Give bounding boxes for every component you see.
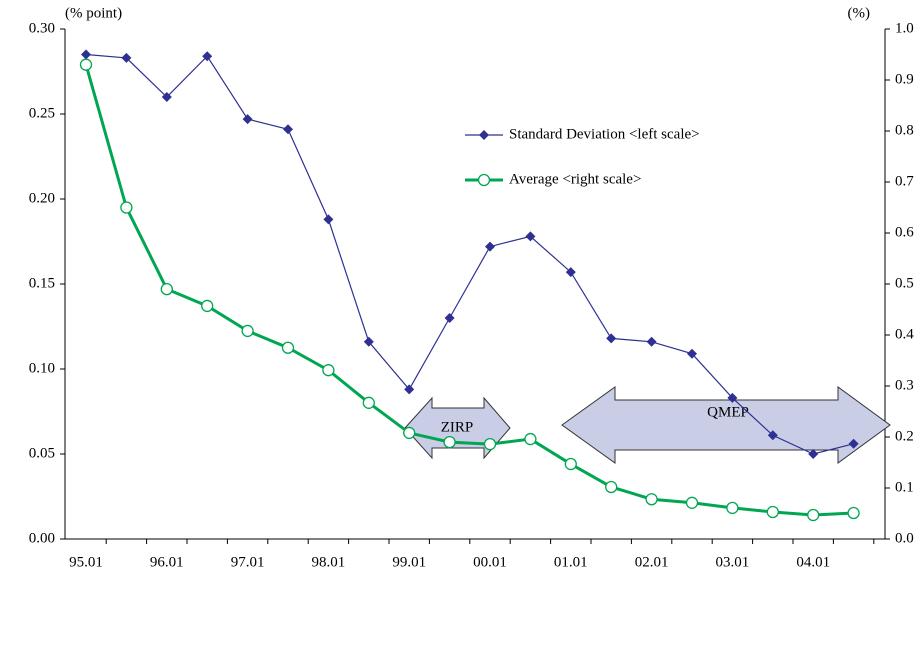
point [847, 506, 860, 520]
point [485, 241, 495, 252]
y2-tick-label: 0.5 [895, 275, 914, 291]
point [160, 282, 173, 296]
x-tick-label: 99.01 [392, 554, 426, 570]
y2-tick-label: 0.7 [895, 173, 914, 189]
y-tick-label: 0.10 [29, 360, 55, 376]
y2-tick-label: 0.1 [895, 479, 914, 495]
point [281, 341, 295, 354]
point [202, 51, 213, 62]
point [120, 201, 133, 214]
point [121, 52, 132, 63]
point [687, 348, 697, 359]
y2-tick-label: 0.6 [895, 224, 914, 240]
legend-marker [477, 173, 491, 187]
point [685, 496, 699, 509]
x-tick-label: 04.01 [796, 554, 830, 570]
point [726, 501, 739, 515]
x-tick-label: 00.01 [473, 554, 507, 570]
legend-label: Standard Deviation <left scale> [509, 126, 700, 142]
point [444, 313, 455, 323]
point [848, 438, 859, 449]
point [525, 231, 536, 242]
point [605, 480, 618, 494]
point [161, 92, 172, 102]
point [808, 449, 819, 459]
y2-tick-label: 0.8 [895, 122, 914, 138]
point [201, 299, 214, 313]
point [564, 457, 577, 471]
point [766, 505, 779, 519]
x-tick-label: 95.01 [69, 554, 103, 570]
y-tick-label: 0.25 [29, 105, 55, 121]
point [322, 364, 335, 377]
y-tick-label: 0.00 [29, 530, 55, 546]
annotation: QMEP [707, 404, 749, 420]
legend-label: Average <right scale> [509, 171, 641, 187]
y2-unit-label: (%) [848, 5, 871, 21]
y2-tick-label: 0.0 [895, 530, 914, 546]
x-tick-label: 01.01 [554, 554, 588, 570]
point [646, 336, 657, 347]
x-tick-label: 96.01 [150, 554, 184, 570]
point [283, 124, 293, 135]
point [404, 384, 415, 395]
y-tick-label: 0.15 [29, 275, 55, 291]
point [767, 430, 778, 441]
line [85, 53, 854, 455]
point [363, 336, 374, 347]
x-tick-label: 03.01 [716, 554, 750, 570]
point [241, 324, 254, 338]
legend-marker [479, 130, 489, 140]
point [645, 493, 658, 506]
y-tick-label: 0.05 [29, 445, 55, 461]
point [403, 426, 416, 440]
y2-tick-label: 0.9 [895, 71, 914, 87]
annotation: ZIRP [441, 419, 474, 435]
point [565, 267, 576, 278]
point [323, 214, 334, 225]
x-tick-label: 98.01 [312, 554, 346, 570]
point [242, 114, 253, 125]
point [606, 333, 617, 344]
point [79, 58, 93, 71]
qmep-arrow [561, 386, 891, 464]
x-tick-label: 02.01 [635, 554, 669, 570]
y2-tick-label: 1.0 [895, 20, 914, 36]
point [807, 508, 820, 522]
point [81, 49, 91, 60]
point [443, 435, 456, 449]
y2-tick-label: 0.2 [895, 428, 914, 444]
y2-tick-label: 0.4 [895, 326, 914, 342]
x-tick-label: 97.01 [231, 554, 265, 570]
point [524, 432, 537, 446]
y-tick-label: 0.30 [29, 20, 55, 36]
y-tick-label: 0.20 [29, 190, 55, 206]
y-unit-label: (% point) [65, 5, 122, 21]
point [362, 396, 375, 409]
point [483, 437, 497, 451]
line [84, 64, 854, 517]
point [727, 392, 738, 403]
y2-tick-label: 0.3 [895, 377, 914, 393]
